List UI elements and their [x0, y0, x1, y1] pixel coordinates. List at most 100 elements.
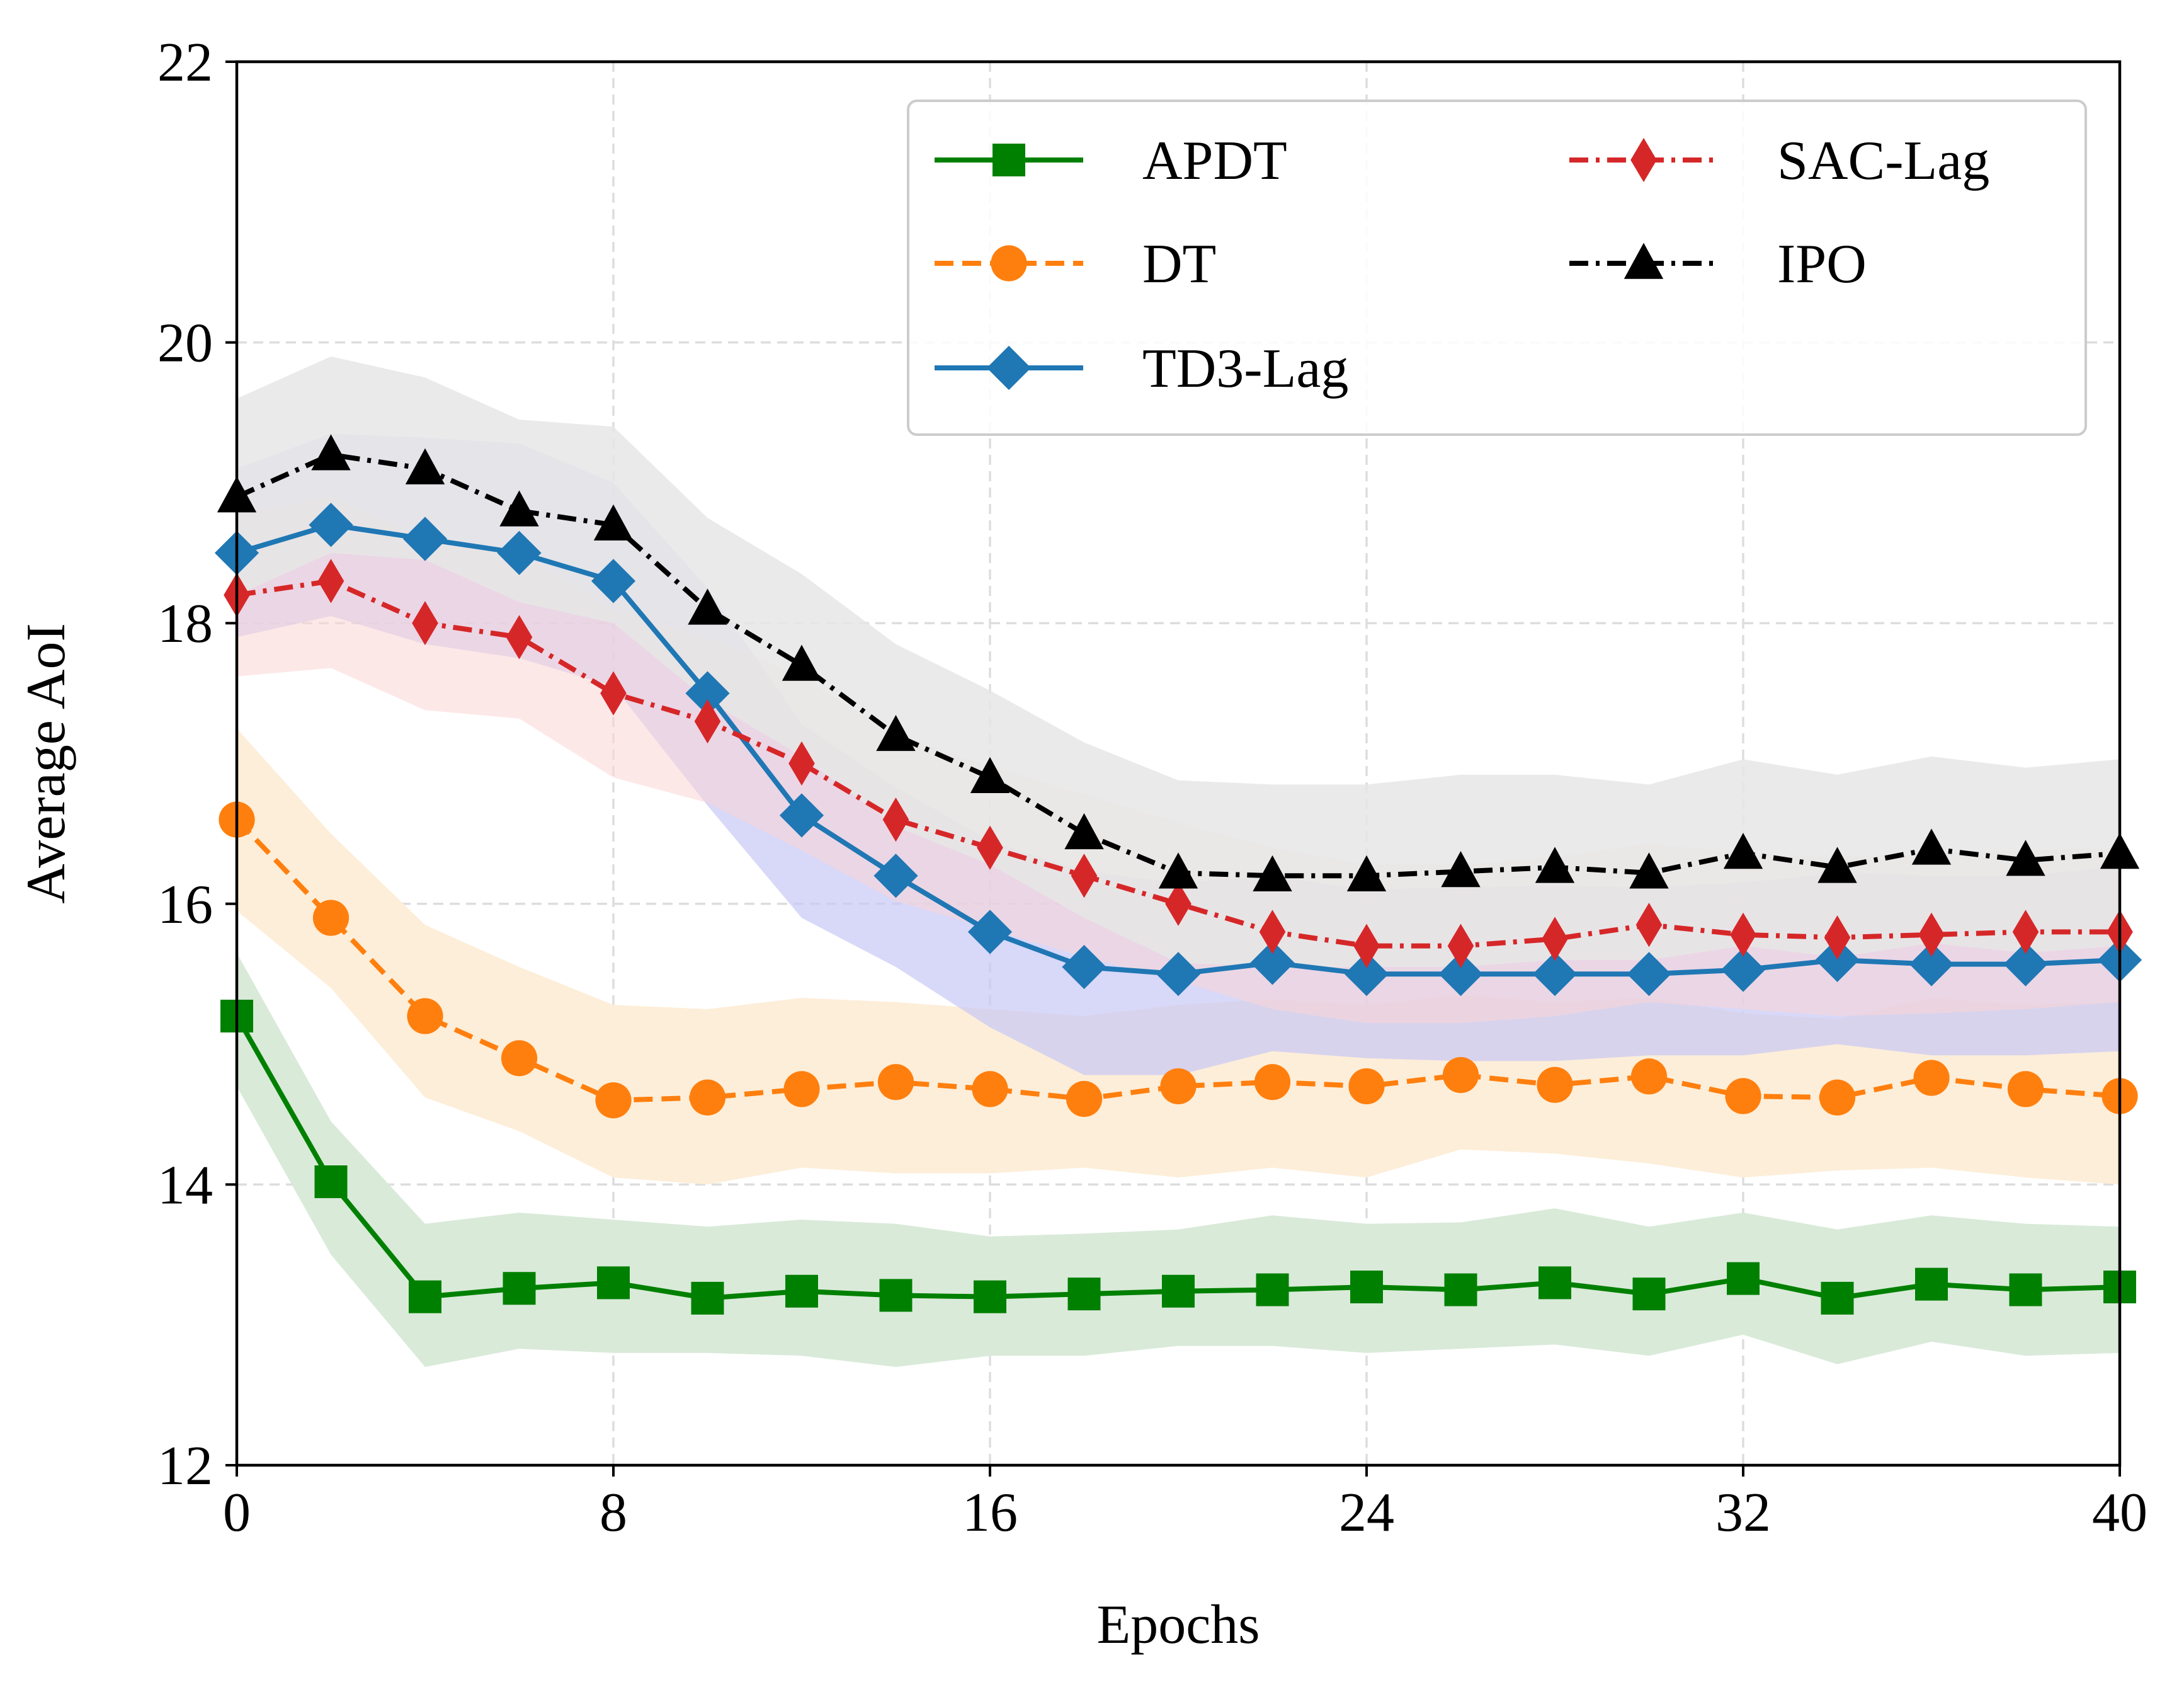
apdt-point: [1256, 1273, 1289, 1306]
y-tick-label: 12: [157, 1436, 213, 1497]
sac-lag-point: [1635, 903, 1663, 947]
dt-point: [1725, 1078, 1761, 1114]
apdt-point: [597, 1266, 630, 1300]
td3-lag-point: [1156, 952, 1201, 997]
apdt-point: [1162, 1274, 1195, 1308]
legend-sac-lag-marker: [1630, 137, 1657, 183]
y-tick-label: 16: [157, 874, 213, 935]
ipo-point: [1629, 852, 1669, 889]
ipo-point: [1158, 852, 1198, 889]
sac-lag-point: [2012, 910, 2039, 954]
dt-point: [2007, 1071, 2044, 1107]
dt-point: [595, 1082, 632, 1119]
dt-point: [783, 1071, 820, 1107]
series-markers: [214, 434, 2142, 1315]
ipo-point: [1064, 813, 1104, 850]
legend-box: [907, 100, 2087, 436]
y-tick-label: 14: [157, 1155, 213, 1216]
td3-lag-point: [497, 530, 542, 575]
td3-lag-point: [1627, 952, 1671, 997]
sac-lag-point: [1353, 923, 1380, 968]
apdt-point: [785, 1274, 818, 1308]
x-tick-label: 32: [1715, 1482, 1771, 1543]
ipo-point: [1723, 833, 1763, 869]
x-tick-label: 16: [962, 1482, 1018, 1543]
x-tick-label: 8: [600, 1482, 627, 1543]
apdt-point: [314, 1165, 348, 1198]
apdt-point: [1821, 1281, 1854, 1315]
dt-point: [1254, 1064, 1291, 1100]
td3-lag-point: [967, 910, 1013, 954]
dt-point: [877, 1064, 914, 1100]
ipo-point: [405, 448, 445, 484]
legend-dt-label: DT: [1142, 234, 1216, 295]
td3-lag-point: [1720, 947, 1766, 992]
apdt-point: [1067, 1278, 1101, 1311]
legend-apdt-marker: [992, 144, 1025, 176]
apdt-point: [879, 1279, 913, 1312]
apdt-point: [503, 1272, 536, 1305]
ipo-point: [1346, 855, 1387, 891]
legend-sac-lag-label: SAC-Lag: [1777, 130, 1989, 191]
td3-lag-point: [1250, 940, 1295, 985]
td3-lag-point: [2003, 942, 2048, 986]
ipo-point: [876, 714, 916, 752]
dt-point: [1160, 1068, 1197, 1105]
ipo-point: [2006, 840, 2045, 876]
sac-lag-point: [1542, 917, 1568, 961]
sac-lag-point: [600, 671, 627, 716]
td3-lag-point: [591, 559, 636, 603]
ipo-point: [1441, 851, 1481, 888]
legend: APDT DT TD3-Lag SAC-Lag IPO: [907, 100, 2087, 436]
apdt-point: [1538, 1266, 1571, 1300]
sac-lag-point: [694, 699, 721, 744]
legend-td3-lag-label: TD3-Lag: [1142, 338, 1348, 399]
td3-lag-point: [873, 854, 918, 898]
dt-point: [312, 900, 350, 936]
td3-lag-point: [1344, 952, 1389, 997]
dt-point: [689, 1079, 726, 1116]
sac-lag-point: [1259, 910, 1286, 954]
sac-lag-point: [1730, 912, 1756, 957]
dt-point: [972, 1071, 1008, 1107]
x-tick-label: 24: [1339, 1482, 1394, 1543]
dt-point: [1819, 1079, 1856, 1116]
apdt-point: [1444, 1273, 1477, 1306]
td3-lag-point: [402, 517, 448, 561]
legend-td3-lag-marker: [986, 345, 1032, 391]
dt-point: [407, 998, 443, 1034]
td3-lag-point: [1438, 952, 1483, 997]
x-axis-label: Epochs: [1096, 1594, 1260, 1655]
td3-lag-point: [1909, 942, 1954, 986]
apdt-point: [2009, 1273, 2042, 1306]
y-tick-label: 18: [157, 593, 213, 655]
ipo-point: [782, 644, 822, 681]
ipo-point: [1253, 855, 1292, 891]
ipo-point: [688, 588, 727, 625]
dt-point: [1066, 1080, 1103, 1118]
apdt-point: [1632, 1278, 1666, 1311]
ipo-point: [1535, 847, 1575, 883]
td3-lag-point: [1532, 952, 1578, 997]
td3-lag-point: [1815, 937, 1860, 983]
td3-lag-point: [1062, 944, 1106, 990]
ipo-band: [237, 356, 2120, 968]
td3-lag-point: [779, 793, 824, 838]
sac-lag-point: [412, 601, 438, 646]
y-tick-label: 22: [157, 32, 213, 93]
legend-ipo-label: IPO: [1777, 234, 1867, 295]
legend-apdt-label: APDT: [1142, 130, 1287, 191]
dt-point: [1348, 1068, 1385, 1105]
sac-lag-point: [1447, 923, 1474, 968]
y-tick-label: 20: [157, 313, 213, 374]
td3-lag-point: [685, 671, 730, 716]
dt-point: [1537, 1066, 1573, 1103]
apdt-point: [974, 1280, 1006, 1313]
legend-ipo-marker: [1624, 243, 1664, 279]
dt-point: [501, 1040, 538, 1077]
ipo-point: [1817, 847, 1857, 883]
apdt-band: [237, 952, 2120, 1368]
sac-lag-point: [977, 825, 1003, 870]
